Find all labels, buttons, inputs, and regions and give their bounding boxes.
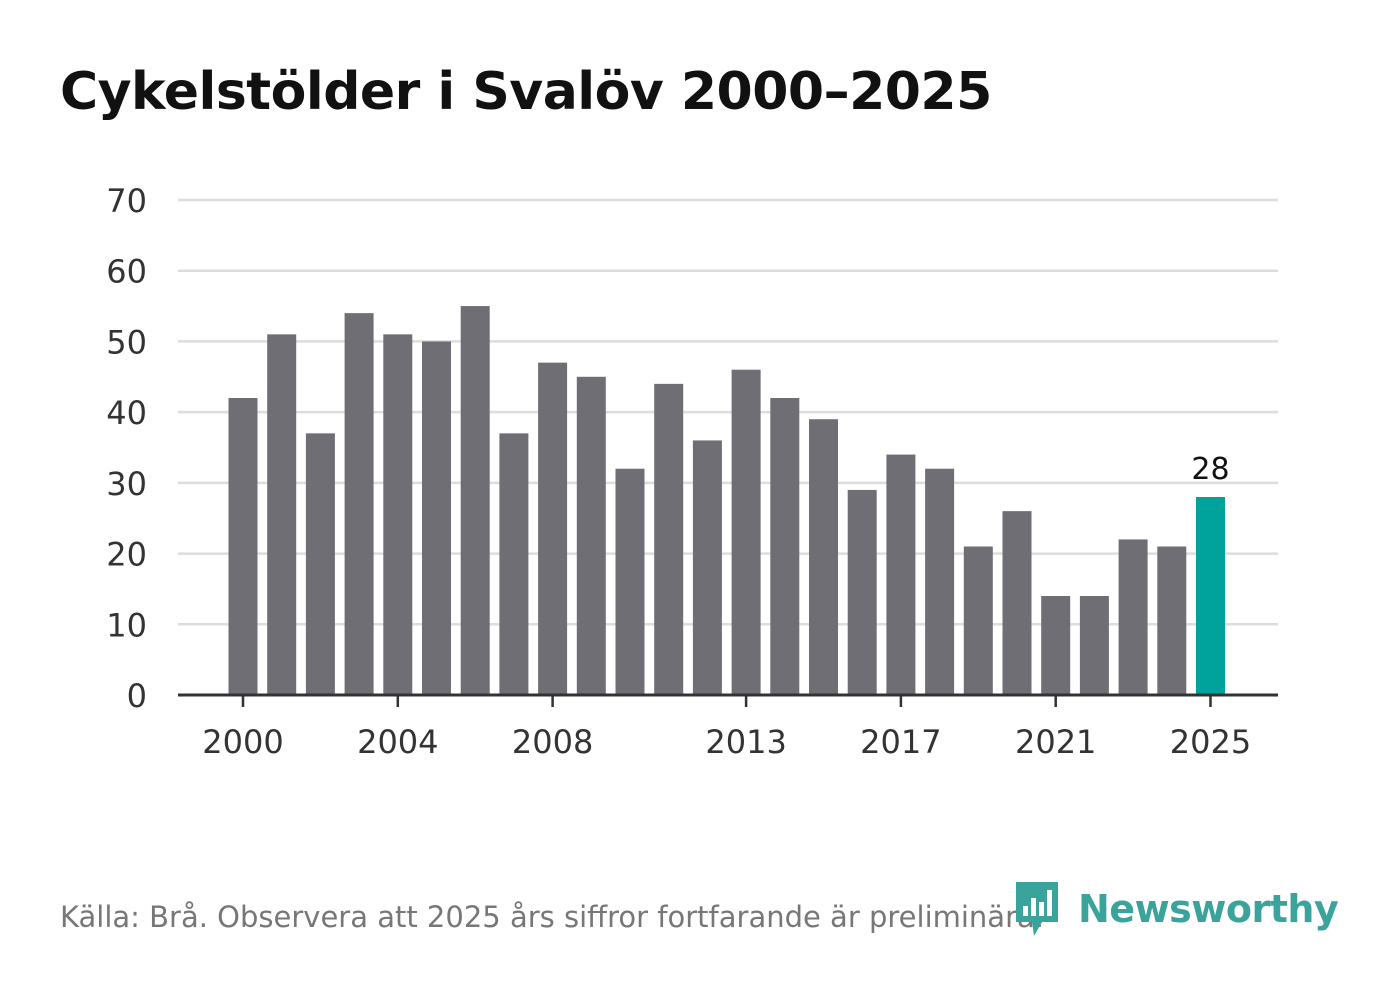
y-tick-label: 40 [106,394,147,432]
bar-2013 [731,369,761,695]
bar-2014 [770,398,800,695]
bar-2008 [538,362,568,695]
bar-2016 [847,489,877,695]
x-tick-label: 2025 [1170,723,1251,761]
y-tick-label: 60 [106,253,147,291]
bar-2022 [1079,596,1109,695]
y-tick-label: 50 [106,323,147,361]
bar-2017 [886,454,916,695]
bar-2005 [422,341,451,695]
bar-chart-icon [1016,882,1058,936]
y-tick-label: 70 [106,182,147,220]
bar-2000 [228,398,258,695]
data-label: 28 [1191,452,1229,487]
bar-2006 [460,306,490,695]
bar-2021 [1041,596,1071,695]
y-tick-label: 0 [127,677,147,715]
bar-2010 [615,468,645,695]
bar-2011 [654,383,684,695]
brand-logo: Newsworthy [1012,878,1339,940]
bar-2025 [1196,497,1225,695]
x-tick-label: 2021 [1015,723,1096,761]
y-tick-label: 10 [106,606,147,644]
bar-2024 [1157,546,1187,695]
x-tick-label: 2008 [512,723,593,761]
bar-2001 [267,334,297,695]
bar-2019 [963,546,993,695]
x-tick-label: 2004 [357,723,438,761]
brand-name: Newsworthy [1078,887,1339,931]
chart-title: Cykelstölder i Svalöv 2000–2025 [60,62,992,122]
bar-2012 [692,440,722,695]
source-note: Källa: Brå. Observera att 2025 års siffr… [60,900,1044,934]
bar-2007 [499,433,529,695]
x-tick-label: 2017 [860,723,941,761]
bar-chart: 0 10 20 30 40 50 60 70 28 2000 2004 2008 2013 2017 202… [106,182,1278,761]
y-tick-label: 30 [106,465,147,503]
bar-2002 [305,433,335,695]
bar-2020 [1002,511,1032,695]
x-tick-label: 2000 [202,723,283,761]
bar-2003 [344,313,374,695]
y-tick-label: 20 [106,536,147,574]
bar-2023 [1118,539,1148,695]
x-tick-label: 2013 [705,723,786,761]
bar-2004 [383,334,413,695]
bar-2009 [576,376,606,695]
bar-2018 [925,468,955,695]
bar-2015 [809,419,838,695]
